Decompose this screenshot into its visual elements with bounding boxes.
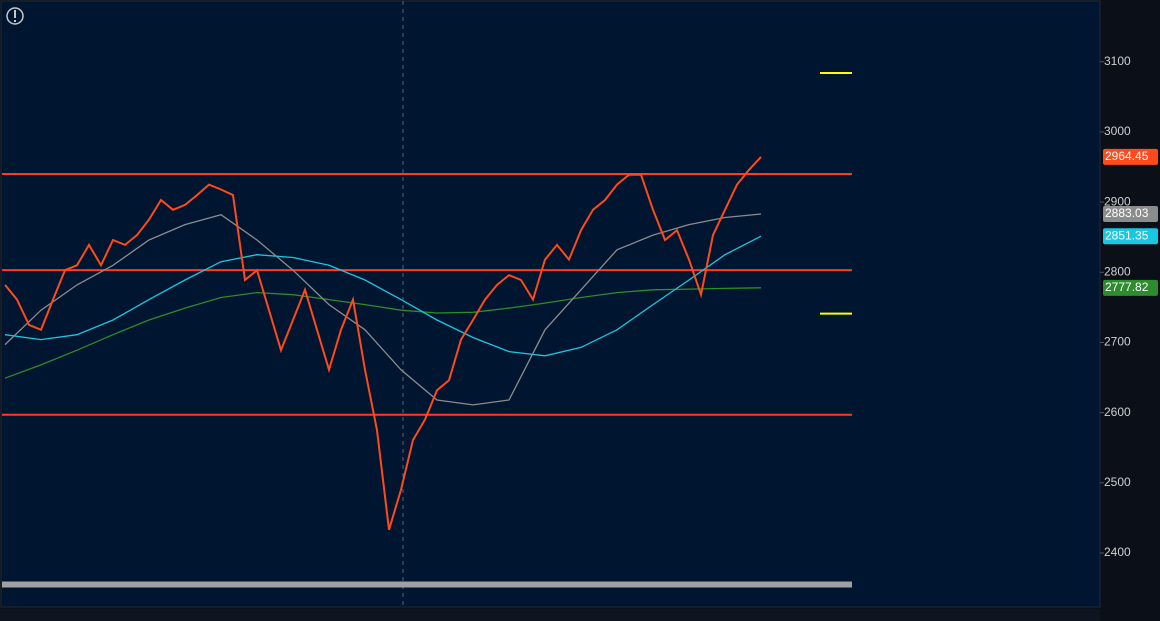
- info-icon[interactable]: [6, 7, 24, 25]
- y-tick-label: 2700: [1104, 335, 1131, 349]
- price-tag: [1103, 206, 1158, 223]
- y-tick-label: 3100: [1104, 54, 1131, 68]
- series-line: [4, 213, 762, 406]
- price-tag: [1103, 228, 1158, 245]
- series-line: [4, 287, 762, 379]
- series-line: [4, 156, 762, 531]
- plot-area: [0, 0, 1101, 608]
- status-strip: [0, 609, 1100, 621]
- price-label: 2964.45: [1105, 149, 1149, 163]
- info-icon-bar: [14, 10, 16, 18]
- price-tag: [1103, 279, 1158, 296]
- y-tick-label: 2900: [1104, 194, 1131, 208]
- price-label: 2777.82: [1105, 280, 1149, 294]
- series-line: [4, 235, 762, 357]
- price-label: 2883.03: [1105, 206, 1149, 220]
- price-tag: [1103, 148, 1158, 165]
- y-tick-label: 2500: [1104, 475, 1131, 489]
- y-tick-label: 2800: [1104, 264, 1131, 278]
- y-tick-label: 2400: [1104, 545, 1131, 559]
- price-label: 2851.35: [1105, 228, 1149, 242]
- info-icon-dot: [14, 20, 16, 22]
- y-tick-label: 3000: [1104, 124, 1131, 138]
- y-tick-label: 2600: [1104, 405, 1131, 419]
